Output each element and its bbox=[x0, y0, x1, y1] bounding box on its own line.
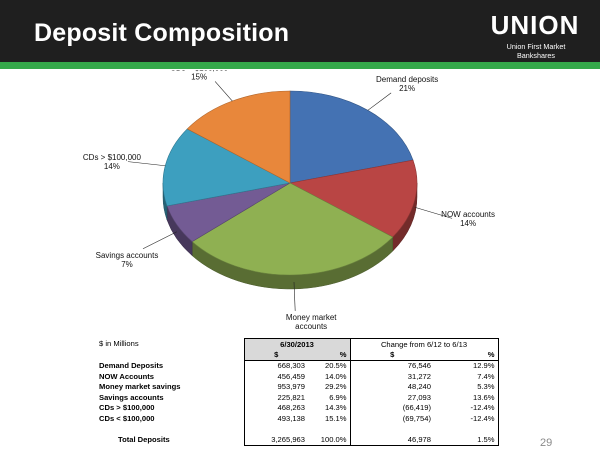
row-pct: 29.2% bbox=[308, 381, 351, 392]
row-change: 76,546 bbox=[407, 361, 432, 371]
slice-label-3-line-1: 7% bbox=[121, 260, 133, 269]
change-header: Change from 6/12 to 6/13 bbox=[350, 338, 499, 349]
pie-slice-0 bbox=[289, 90, 414, 184]
spacer-row bbox=[96, 423, 499, 434]
row-change-pct: 5.3% bbox=[434, 381, 499, 392]
slice-label-0-line-0: Demand deposits bbox=[376, 75, 438, 84]
accent-bar bbox=[0, 62, 600, 69]
row-change-pct: 13.6% bbox=[434, 392, 499, 403]
row-change-pct: -12.4% bbox=[434, 402, 499, 413]
total-amount: 3,265,963 bbox=[243, 434, 308, 446]
leader-line-1 bbox=[414, 206, 453, 219]
row-change-pct: 7.4% bbox=[434, 371, 499, 382]
row-change: 31,272 bbox=[407, 371, 432, 381]
total-change-pct: 1.5% bbox=[434, 434, 499, 446]
row-label: Savings accounts bbox=[99, 392, 164, 402]
row-pct: 14.0% bbox=[308, 371, 351, 382]
pie-slice-5 bbox=[186, 90, 291, 184]
slice-label-3-line-0: Savings accounts bbox=[96, 251, 159, 260]
slice-label-5-line-0: CDs < $100,000 bbox=[170, 70, 229, 72]
slice-label-1-line-0: NOW accounts bbox=[441, 210, 495, 219]
total-pct: 100.0% bbox=[308, 434, 351, 446]
header-bar: Deposit Composition UNION Union First Ma… bbox=[0, 0, 600, 62]
table-row: CDs > $100,000 468,263 14.3% (66,419) -12.4% bbox=[96, 402, 499, 413]
row-change: (66,419) bbox=[402, 403, 432, 413]
slice-label-5-line-1: 15% bbox=[191, 72, 207, 81]
row-amount: 953,979 bbox=[243, 381, 308, 392]
pie-slice-4 bbox=[162, 128, 291, 207]
row-amount: 668,303 bbox=[243, 360, 308, 371]
table-row: Savings accounts 225,821 6.9% 27,093 13.6% bbox=[96, 392, 499, 403]
total-label: Total Deposits bbox=[118, 435, 170, 444]
row-label: Money market savings bbox=[99, 382, 181, 392]
slice-label-2-line-2: 29% bbox=[303, 331, 319, 332]
leader-line-2 bbox=[293, 281, 296, 311]
row-pct: 6.9% bbox=[308, 392, 351, 403]
row-change: 48,240 bbox=[407, 382, 432, 392]
leader-line-4 bbox=[127, 161, 166, 167]
logo-word: UNION bbox=[490, 10, 580, 40]
period-header: 6/30/2013 bbox=[243, 338, 351, 349]
slice-label-4-line-0: CDs > $100,000 bbox=[83, 153, 142, 162]
table-row: Demand Deposits 668,303 20.5% 76,546 12.9% bbox=[96, 360, 499, 371]
leader-line-5 bbox=[214, 81, 233, 102]
row-change-pct: -12.4% bbox=[434, 413, 499, 424]
slice-label-2-line-1: accounts bbox=[295, 322, 327, 331]
row-pct: 15.1% bbox=[308, 413, 351, 424]
slice-label-2-line-0: Money market bbox=[286, 313, 337, 322]
leader-line-3 bbox=[142, 231, 177, 250]
subheader-chg: $ bbox=[350, 349, 435, 361]
row-change-pct: 12.9% bbox=[434, 360, 499, 371]
row-amount: 468,263 bbox=[243, 402, 308, 413]
slide-title: Deposit Composition bbox=[34, 19, 290, 47]
table-row: Money market savings 953,979 29.2% 48,240 5.… bbox=[96, 381, 499, 392]
union-logo: UNION Union First Market Bankshares bbox=[490, 10, 590, 60]
leader-line-0 bbox=[367, 92, 392, 111]
row-change: 27,093 bbox=[407, 392, 432, 402]
pie-slice-1 bbox=[289, 159, 418, 238]
slice-label-1-line-1: 14% bbox=[460, 219, 476, 228]
deposit-table: $ in Millions 6/30/2013 Change from 6/12… bbox=[96, 338, 499, 446]
total-change: 46,978 bbox=[350, 434, 435, 446]
row-label: CDs > $100,000 bbox=[99, 403, 155, 413]
row-label: Demand Deposits bbox=[99, 361, 164, 370]
row-amount: 225,821 bbox=[243, 392, 308, 403]
subheader-amount: $ bbox=[243, 349, 308, 361]
page-number: 29 bbox=[540, 437, 553, 449]
units-label: $ in Millions bbox=[99, 339, 139, 349]
slice-label-4-line-1: 14% bbox=[104, 162, 120, 171]
row-label: CDs < $100,000 bbox=[99, 413, 155, 423]
row-pct: 20.5% bbox=[308, 360, 351, 371]
total-row: Total Deposits 3,265,963 100.0% 46,978 1.5% bbox=[96, 434, 499, 446]
subheader-chg-pct: % bbox=[434, 349, 499, 361]
subheader-pct: % bbox=[308, 349, 351, 361]
row-amount: 493,138 bbox=[243, 413, 308, 424]
pie-slice-2 bbox=[191, 182, 394, 276]
row-pct: 14.3% bbox=[308, 402, 351, 413]
table-row: NOW Accounts 456,459 14.0% 31,272 7.4% bbox=[96, 371, 499, 382]
row-amount: 456,459 bbox=[243, 371, 308, 382]
row-label: NOW Accounts bbox=[99, 371, 154, 381]
table-row: CDs < $100,000 493,138 15.1% (69,754) -12.4% bbox=[96, 413, 499, 424]
logo-subtitle: Union First Market Bankshares bbox=[506, 42, 566, 60]
slice-label-0-line-1: 21% bbox=[399, 84, 415, 93]
row-change: (69,754) bbox=[402, 413, 432, 423]
